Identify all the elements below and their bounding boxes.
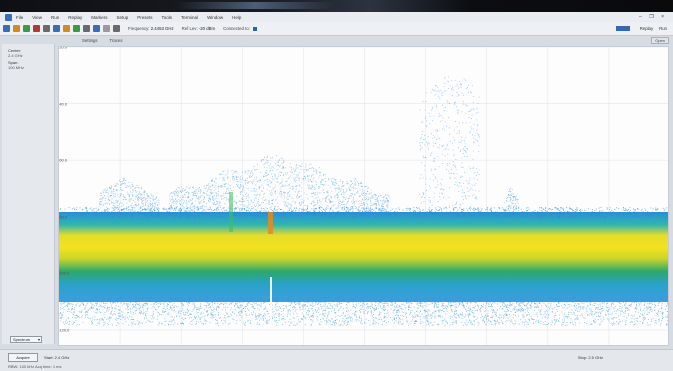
device-icon — [616, 26, 630, 31]
toolbar-tool-icon[interactable] — [43, 25, 50, 32]
y-axis-label: -60.0 — [58, 158, 67, 163]
y-axis-label: -80.0 — [58, 214, 67, 219]
y-axis-label: -120.0 — [58, 328, 69, 333]
start-frequency-readout: Start: 2.4 GHz — [44, 355, 69, 360]
menu-replay[interactable]: Replay — [68, 15, 82, 20]
app-icon — [5, 14, 12, 21]
menu-run[interactable]: Run — [51, 15, 59, 20]
menu-setup[interactable]: Setup — [117, 15, 129, 20]
traces-tab[interactable]: Traces — [110, 38, 123, 43]
toolbar-tool-icon[interactable] — [103, 25, 110, 32]
toolbar: Frequency: 2.4453 GHz Ref Lev: -20 dBm C… — [0, 22, 673, 36]
toolbar-tool-icon[interactable] — [83, 25, 90, 32]
settings-tab[interactable]: Settings — [82, 38, 98, 43]
open-button[interactable]: Open — [651, 37, 669, 44]
toolbar-tool-icon[interactable] — [93, 25, 100, 32]
menu-presets[interactable]: Presets — [137, 15, 152, 20]
center-frequency[interactable]: Center: 2.4 GHz — [8, 48, 23, 58]
acquire-button[interactable]: Acquire — [8, 353, 38, 362]
y-axis-label: -40.0 — [58, 101, 67, 106]
toolbar-tool-icon[interactable] — [63, 25, 70, 32]
menu-terminal[interactable]: Terminal — [181, 15, 198, 20]
bottom-bar: Acquire Start: 2.4 GHz Stop: 2.5 GHz RBW… — [0, 349, 673, 371]
noise-band — [59, 212, 669, 302]
signal-trace-green — [229, 192, 233, 232]
toolbar-tool-icon[interactable] — [73, 25, 80, 32]
menu-view[interactable]: View — [32, 15, 42, 20]
menu-window[interactable]: Window — [207, 15, 223, 20]
y-axis-label: -100.0 — [58, 271, 69, 276]
toolbar-tool-icon[interactable] — [113, 25, 120, 32]
menu-markers[interactable]: Markers — [91, 15, 107, 20]
spectrum-plot — [59, 47, 669, 346]
view-select[interactable]: Spectrum▾ — [10, 336, 42, 343]
frequency-field[interactable]: Frequency: 2.4453 GHz — [128, 26, 174, 31]
toolbar-tool-icon[interactable] — [13, 25, 20, 32]
left-panel: Center: 2.4 GHz Span: 100 MHz Spectrum▾ — [2, 44, 55, 344]
stop-frequency-readout: Stop: 2.5 GHz — [578, 355, 603, 360]
run-button[interactable]: Run — [659, 26, 667, 31]
settings-bar: Settings Traces Open — [60, 36, 669, 45]
menu-help[interactable]: Help — [232, 15, 241, 20]
window-controls[interactable]: – ❐ × — [639, 14, 667, 20]
menu-tools[interactable]: Tools — [162, 15, 173, 20]
screen-glare — [175, 2, 335, 9]
right-controls: Replay Run — [616, 26, 667, 31]
spectrum-display[interactable]: -20.0 -40.0 -60.0 -80.0 -100.0 -120.0 — [58, 46, 669, 346]
menu-file[interactable]: File — [16, 15, 23, 20]
signal-trace-orange — [268, 212, 273, 234]
connection-field: Connected to: — [223, 26, 250, 31]
span-setting[interactable]: Span: 100 MHz — [8, 60, 24, 70]
signal-notch — [270, 277, 272, 327]
ref-level-field[interactable]: Ref Lev: -20 dBm — [182, 26, 215, 31]
toolbar-tool-icon[interactable] — [23, 25, 30, 32]
toolbar-tool-icon[interactable] — [3, 25, 10, 32]
toolbar-tool-icon[interactable] — [33, 25, 40, 32]
photo-top-edge — [0, 0, 673, 12]
chevron-down-icon: ▾ — [38, 337, 40, 342]
replay-button[interactable]: Replay — [640, 26, 653, 31]
y-axis-label: -20.0 — [58, 46, 67, 50]
menu-bar: File View Run Replay Markers Setup Prese… — [0, 12, 673, 22]
toolbar-tool-icon[interactable] — [53, 25, 60, 32]
toolbar-icons — [0, 25, 120, 32]
status-text: RBW: 100 kHz Acq time: 1 ms — [8, 364, 62, 369]
connection-indicator-icon — [253, 27, 257, 31]
